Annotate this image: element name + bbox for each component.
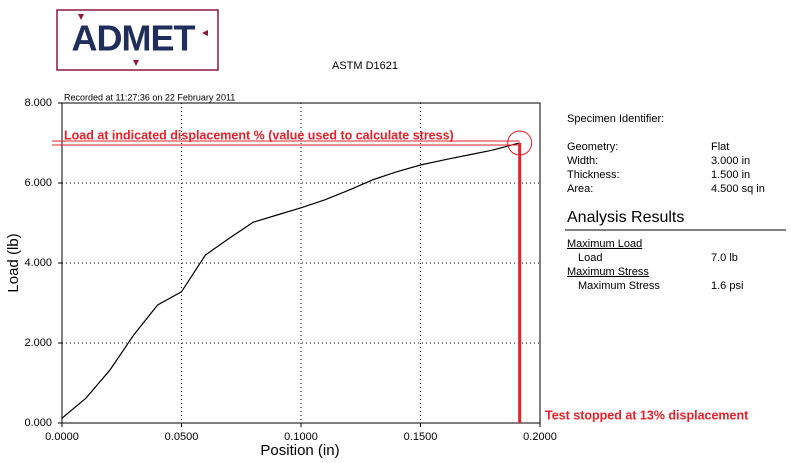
logo-mark [202,30,208,36]
x-axis-label: Position (in) [260,442,339,459]
result-heading: Maximum Load [567,238,642,250]
logo-mark [133,60,139,66]
result-value: 1.6 psi [711,280,743,292]
annotation: Load at indicated displacement % (value … [64,128,454,142]
logo-mark [78,14,84,20]
specimen-label: Area: [567,183,593,195]
result-label: Maximum Stress [578,280,660,292]
plot-frame [61,102,541,424]
y-tick-label: 6.000 [24,177,52,189]
specimen-value: 4.500 sq in [711,183,765,195]
specimen-identifier: Specimen Identifier: [567,113,664,125]
result-value: 7.0 lb [711,252,738,264]
result-label: Load [578,252,602,264]
x-tick-label: 0.1000 [284,431,318,443]
x-tick-label: 0.0000 [45,431,79,443]
x-tick-label: 0.1500 [404,431,438,443]
chart-title: ASTM D1621 [332,60,398,72]
analysis-title: Analysis Results [567,209,684,226]
y-tick-label: 2.000 [24,337,52,349]
result-heading: Maximum Stress [567,266,649,278]
y-tick-label: 0.000 [24,417,52,429]
specimen-value: Flat [711,141,729,153]
y-axis-label: Load (lb) [5,233,22,292]
specimen-value: 3.000 in [711,155,750,167]
annotation: Test stopped at 13% displacement [545,408,749,422]
recorded-note: Recorded at 11:27:36 on 22 February 2011 [64,92,235,102]
annotation-circle [507,130,533,156]
logo: ADMET [72,18,196,59]
specimen-label: Geometry: [567,141,618,153]
x-tick-label: 0.0500 [165,431,199,443]
load-curve [61,142,520,419]
specimen-label: Thickness: [567,169,620,181]
logo-frame [56,9,219,71]
y-tick-label: 4.000 [24,257,52,269]
x-tick-label: 0.2000 [523,431,557,443]
y-tick-label: 8.000 [24,97,52,109]
specimen-label: Width: [567,155,598,167]
specimen-value: 1.500 in [711,169,750,181]
